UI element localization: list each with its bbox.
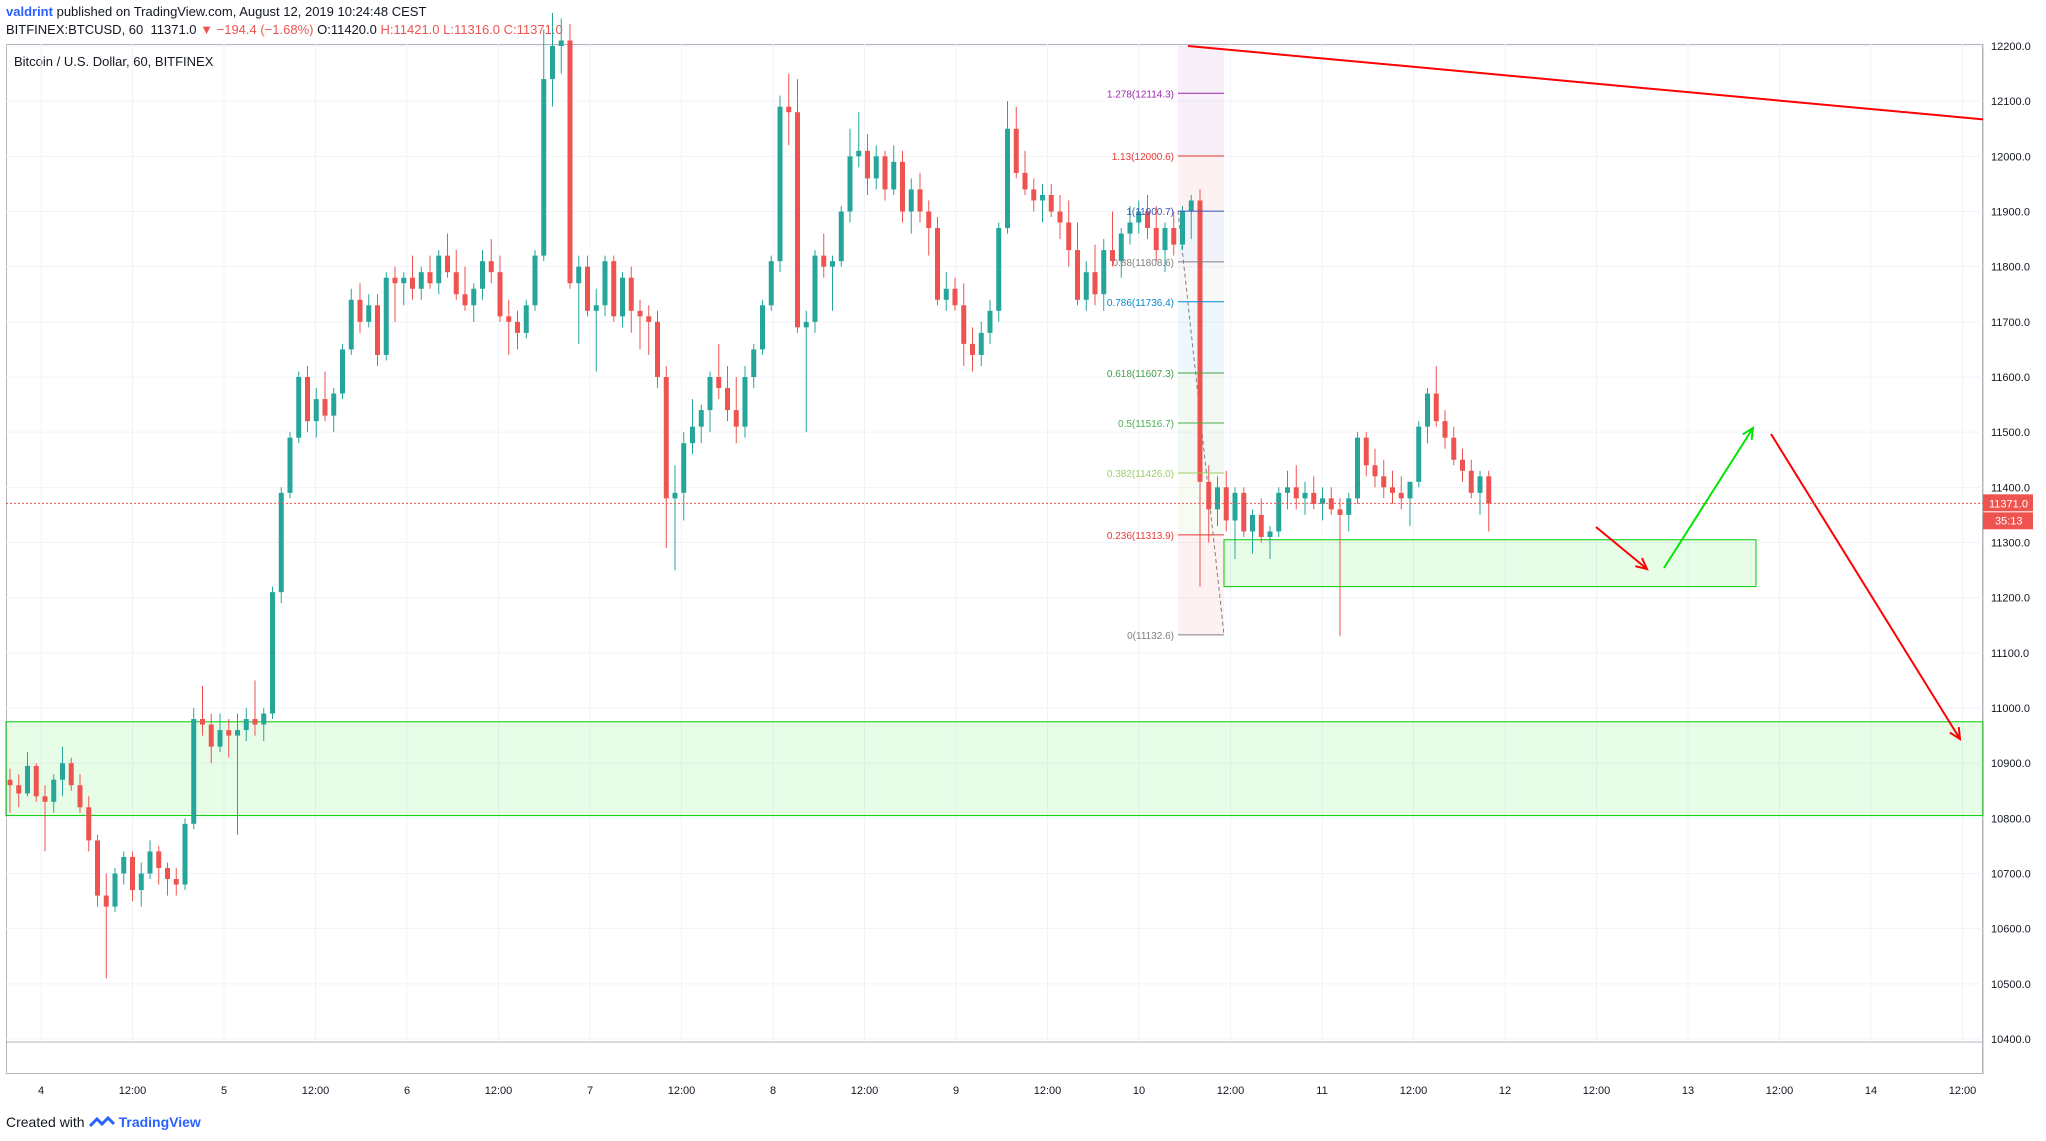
x-tick-label: 5 <box>221 1085 227 1097</box>
x-tick-label: 7 <box>587 1085 593 1097</box>
y-tick-label: 12000.0 <box>1991 151 2031 163</box>
y-tick-label: 10800.0 <box>1991 813 2031 825</box>
ohlc-close: C:11371.0 <box>503 22 563 37</box>
chart-frame <box>6 44 1983 1074</box>
x-tick-label: 12:00 <box>1034 1085 1062 1097</box>
x-tick-label: 6 <box>404 1085 410 1097</box>
y-tick-label: 12100.0 <box>1991 96 2031 108</box>
x-tick-label: 12:00 <box>302 1085 330 1097</box>
x-tick-label: 12:00 <box>1949 1085 1977 1097</box>
y-tick-label: 10600.0 <box>1991 924 2031 936</box>
y-tick-label: 10500.0 <box>1991 979 2031 991</box>
x-tick-label: 12:00 <box>1217 1085 1245 1097</box>
y-tick-label: 11000.0 <box>1991 703 2030 715</box>
x-tick-label: 12:00 <box>1583 1085 1611 1097</box>
price-change: ▼ −194.4 (−1.68%) <box>200 22 314 37</box>
y-tick-label: 11500.0 <box>1991 427 2030 439</box>
chart-title: Bitcoin / U.S. Dollar, 60, BITFINEX <box>14 54 214 69</box>
publish-info: valdrint published on TradingView.com, A… <box>6 4 426 24</box>
y-tick-label: 11200.0 <box>1991 593 2030 605</box>
y-tick-label: 11600.0 <box>1991 372 2030 384</box>
ohlc-high: H:11421.0 <box>380 22 440 37</box>
y-tick-label: 11400.0 <box>1991 482 2030 494</box>
x-tick-label: 4 <box>38 1085 44 1097</box>
x-tick-label: 12:00 <box>1766 1085 1794 1097</box>
x-tick-label: 12:00 <box>851 1085 879 1097</box>
y-tick-label: 10700.0 <box>1991 869 2031 881</box>
last-price: 11371.0 <box>150 22 197 37</box>
x-tick-label: 11 <box>1316 1085 1327 1097</box>
x-tick-label: 8 <box>770 1085 776 1097</box>
x-tick-label: 9 <box>953 1085 959 1097</box>
last-price-label: 11371.0 <box>1989 498 2028 510</box>
footer: Created with TradingView <box>6 1114 201 1130</box>
author-link[interactable]: valdrint <box>6 4 53 19</box>
tradingview-brand[interactable]: TradingView <box>118 1114 201 1130</box>
x-tick-label: 12:00 <box>668 1085 696 1097</box>
ohlc-low: L:11316.0 <box>443 22 501 37</box>
y-tick-label: 11800.0 <box>1991 262 2030 274</box>
countdown-label: 35:13 <box>1995 515 2023 527</box>
y-tick-label: 11100.0 <box>1991 648 2029 660</box>
created-with-text: Created with <box>6 1114 85 1130</box>
y-tick-label: 12200.0 <box>1991 41 2031 53</box>
last-price-badge <box>1983 494 2033 512</box>
ohlc-open: O:11420.0 <box>317 22 377 37</box>
ohlc-bar: BITFINEX:BTCUSD, 60 11371.0 ▼ −194.4 (−1… <box>6 22 563 37</box>
y-tick-label: 11300.0 <box>1991 538 2030 550</box>
symbol-label: BITFINEX:BTCUSD, 60 <box>6 22 144 37</box>
x-tick-label: 12 <box>1499 1085 1511 1097</box>
publish-text: published on TradingView.com, August 12,… <box>56 4 427 19</box>
y-tick-label: 11700.0 <box>1991 317 2030 329</box>
x-tick-label: 14 <box>1865 1085 1877 1097</box>
x-tick-label: 10 <box>1133 1085 1145 1097</box>
y-tick-label: 10400.0 <box>1991 1034 2031 1046</box>
x-tick-label: 12:00 <box>1400 1085 1428 1097</box>
y-tick-label: 10900.0 <box>1991 758 2031 770</box>
tradingview-logo-icon <box>88 1115 115 1128</box>
y-tick-label: 11900.0 <box>1991 207 2030 219</box>
x-tick-label: 12:00 <box>485 1085 513 1097</box>
countdown-badge <box>1983 512 2033 530</box>
x-tick-label: 13 <box>1682 1085 1694 1097</box>
x-tick-label: 12:00 <box>119 1085 147 1097</box>
